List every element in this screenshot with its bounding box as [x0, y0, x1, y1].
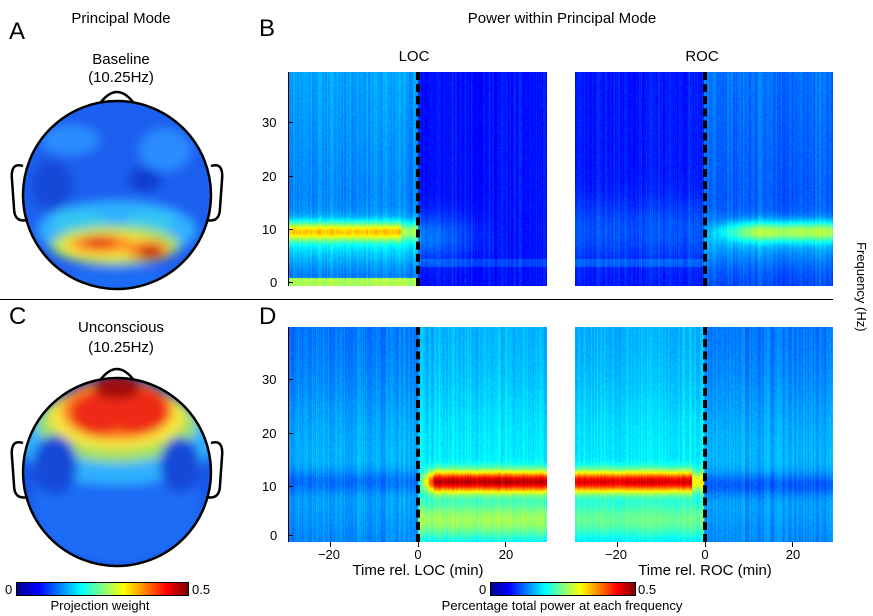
xtick-label-dl-m20: −20: [317, 547, 341, 562]
cbar-left-max: 0.5: [192, 582, 211, 597]
colorbar-projection-weight: [16, 582, 189, 596]
ytick-d-10: [288, 486, 293, 487]
xtick-dl-0: [418, 542, 419, 547]
roc-label: ROC: [685, 48, 719, 65]
xtick-dr-20: [792, 542, 793, 547]
roc-event-line-b: [703, 72, 707, 286]
ytick-label-d-20: 20: [262, 426, 277, 441]
y-axis-d: [288, 327, 289, 542]
xtick-dl-20: [505, 542, 506, 547]
ytick-label-d-10: 10: [262, 479, 277, 494]
ytick-label-d-30: 30: [262, 372, 277, 387]
panel-letter-d: D: [259, 303, 277, 330]
cbar-left-label: Projection weight: [50, 598, 150, 613]
ytick-d-20: [288, 433, 293, 434]
row-divider: [0, 299, 833, 300]
ytick-b-10: [288, 229, 293, 230]
xtick-label-dr-0: 0: [701, 547, 709, 562]
panel-letter-c: C: [9, 303, 27, 330]
principal-mode-title: Principal Mode: [71, 10, 171, 27]
loc-event-line-b: [416, 72, 420, 286]
ytick-label-d-0: 0: [270, 528, 278, 543]
y-axis-b: [288, 72, 289, 286]
colorbar-power: [490, 582, 636, 596]
power-title: Power within Principal Mode: [467, 10, 657, 27]
frequency-axis-label: Frequency (Hz): [854, 242, 869, 332]
loc-event-line-d: [416, 327, 420, 542]
ytick-label-b-10: 10: [262, 222, 277, 237]
ytick-b-20: [288, 176, 293, 177]
ytick-b-0: [288, 282, 293, 283]
panel-letter-a: A: [9, 18, 26, 45]
ytick-label-b-20: 20: [262, 169, 277, 184]
xtick-label-dr-m20: −20: [604, 547, 628, 562]
baseline-freq: (10.25Hz): [88, 69, 154, 86]
baseline-label: Baseline: [92, 51, 150, 68]
baseline-topomap: [10, 90, 224, 291]
cbar-right-max: 0.5: [638, 582, 657, 597]
xlabel-roc: Time rel. ROC (min): [638, 562, 772, 579]
cbar-right-min: 0: [479, 582, 487, 597]
ytick-label-b-0: 0: [270, 275, 278, 290]
xtick-dr-m20: [617, 542, 618, 547]
ytick-d-0: [288, 535, 293, 536]
unconscious-label: Unconscious: [78, 319, 164, 336]
roc-event-line-d: [703, 327, 707, 542]
panel-letter-b: B: [259, 15, 276, 42]
cbar-left-min: 0: [5, 582, 13, 597]
loc-label: LOC: [398, 48, 430, 65]
cbar-right-label: Percentage total power at each frequency: [441, 598, 683, 613]
ytick-label-b-30: 30: [262, 115, 277, 130]
xtick-label-dl-0: 0: [414, 547, 422, 562]
xtick-label-dr-20: 20: [785, 547, 801, 562]
ytick-b-30: [288, 122, 293, 123]
unconscious-freq: (10.25Hz): [88, 339, 154, 356]
ytick-d-30: [288, 379, 293, 380]
unconscious-topomap: [10, 367, 224, 568]
xtick-dr-0: [705, 542, 706, 547]
xtick-dl-m20: [330, 542, 331, 547]
xlabel-loc: Time rel. LOC (min): [352, 562, 484, 579]
xtick-label-dl-20: 20: [498, 547, 514, 562]
